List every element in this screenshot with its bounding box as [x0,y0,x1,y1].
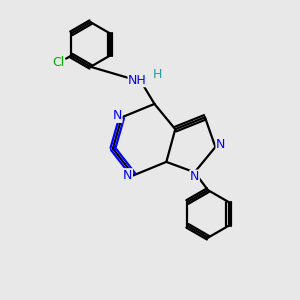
Text: N: N [190,170,199,183]
Text: H: H [153,68,162,81]
Text: NH: NH [128,74,147,87]
Text: N: N [112,109,122,122]
Text: Cl: Cl [52,56,64,69]
Text: N: N [216,138,225,151]
Text: N: N [123,169,132,182]
